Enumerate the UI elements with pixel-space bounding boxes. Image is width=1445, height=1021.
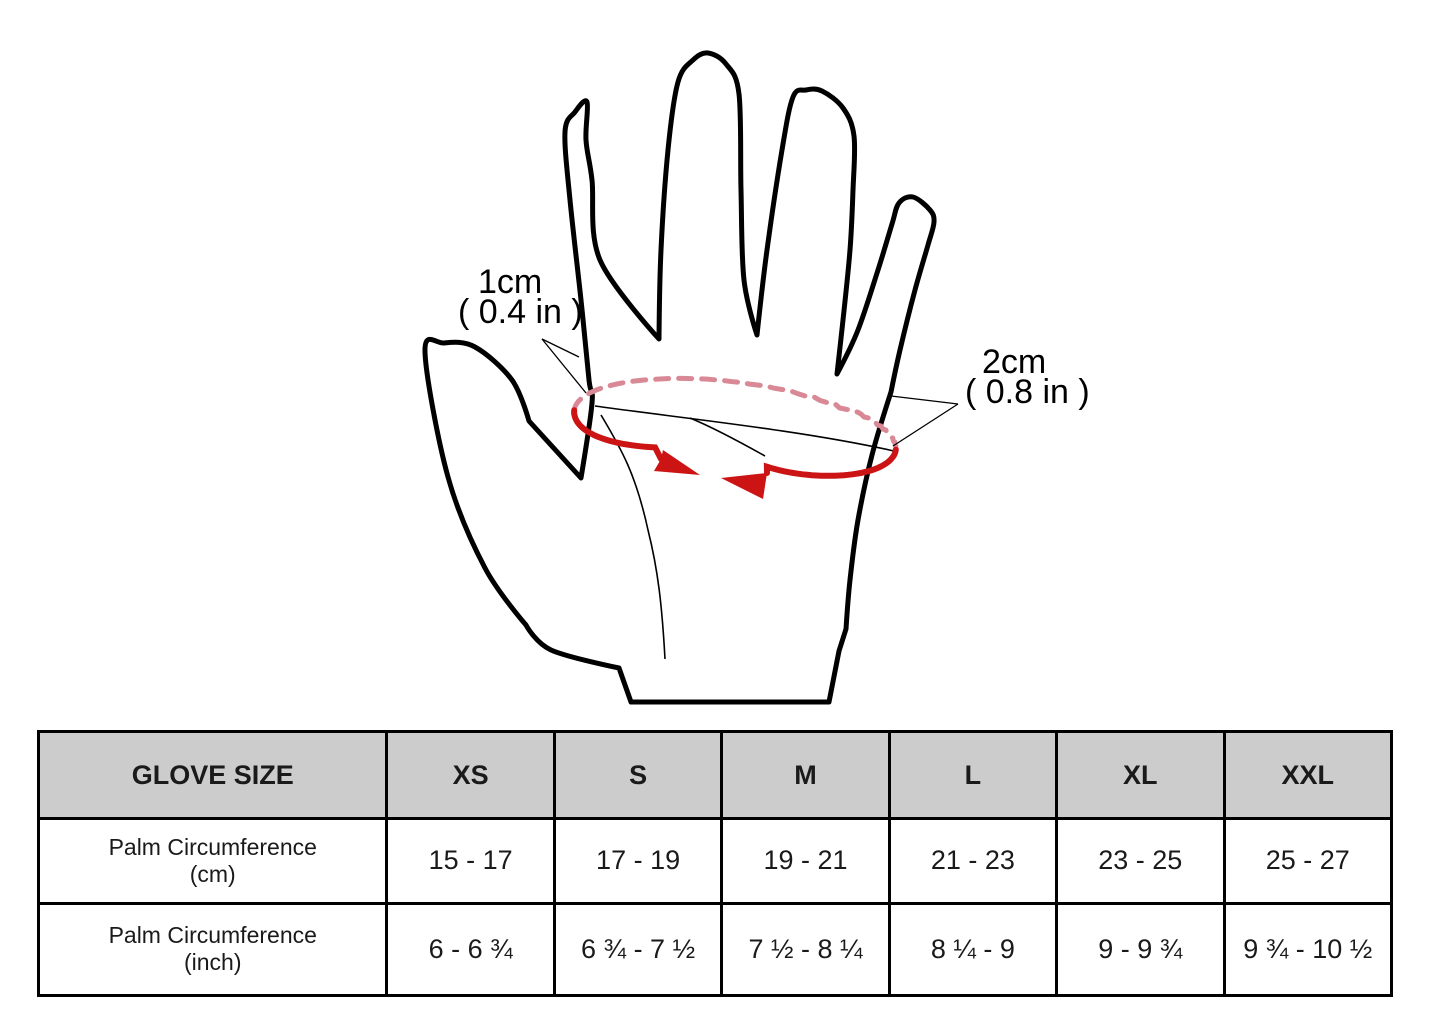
svg-text:( 0.8 in ): ( 0.8 in ) <box>965 373 1090 411</box>
svg-text:( 0.4 in ): ( 0.4 in ) <box>458 293 583 331</box>
